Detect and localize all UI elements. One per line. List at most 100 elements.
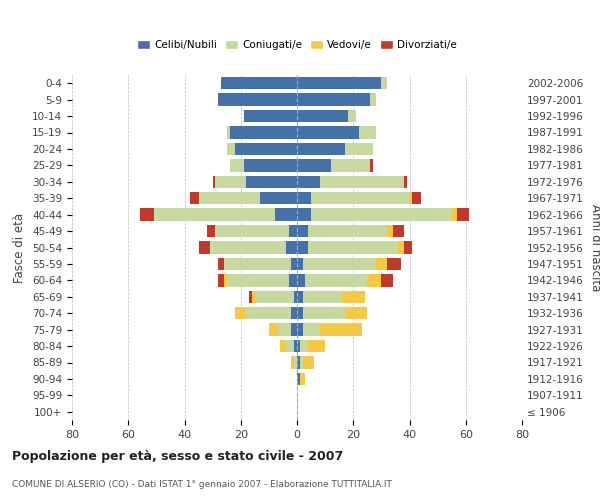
Bar bbox=[297, 258, 302, 270]
Text: COMUNE DI ALSERIO (CO) - Dati ISTAT 1° gennaio 2007 - Elaborazione TUTTITALIA.IT: COMUNE DI ALSERIO (CO) - Dati ISTAT 1° g… bbox=[12, 480, 392, 489]
Bar bbox=[269, 324, 277, 336]
Bar bbox=[302, 324, 320, 336]
Bar bbox=[382, 274, 392, 286]
Bar bbox=[297, 208, 311, 221]
Bar bbox=[227, 274, 289, 286]
Bar bbox=[297, 373, 300, 385]
Bar bbox=[292, 307, 297, 320]
Bar bbox=[210, 242, 286, 254]
Bar bbox=[294, 340, 297, 352]
Legend: Celibi/Nubili, Coniugati/e, Vedovi/e, Divorziati/e: Celibi/Nubili, Coniugati/e, Vedovi/e, Di… bbox=[133, 36, 461, 54]
Bar bbox=[292, 258, 297, 270]
Bar bbox=[297, 274, 305, 286]
Bar bbox=[370, 159, 373, 172]
Bar bbox=[297, 143, 345, 155]
Bar bbox=[199, 242, 210, 254]
Bar bbox=[297, 126, 359, 138]
Bar bbox=[387, 225, 392, 237]
Bar bbox=[382, 77, 387, 90]
Bar bbox=[292, 356, 294, 368]
Bar bbox=[139, 208, 154, 221]
Bar bbox=[320, 176, 404, 188]
Bar bbox=[297, 324, 302, 336]
Bar bbox=[452, 208, 457, 221]
Bar bbox=[376, 258, 387, 270]
Bar bbox=[224, 258, 292, 270]
Bar bbox=[297, 225, 308, 237]
Bar bbox=[412, 192, 421, 204]
Bar bbox=[235, 143, 297, 155]
Bar bbox=[297, 192, 311, 204]
Bar bbox=[190, 192, 199, 204]
Bar bbox=[404, 242, 412, 254]
Bar bbox=[297, 94, 370, 106]
Bar bbox=[404, 176, 407, 188]
Bar bbox=[289, 225, 297, 237]
Y-axis label: Fasce di età: Fasce di età bbox=[13, 212, 26, 282]
Bar bbox=[260, 192, 297, 204]
Bar bbox=[280, 340, 286, 352]
Bar bbox=[244, 110, 297, 122]
Bar bbox=[300, 340, 308, 352]
Bar bbox=[218, 274, 224, 286]
Bar bbox=[387, 258, 401, 270]
Bar bbox=[297, 176, 320, 188]
Bar bbox=[244, 159, 297, 172]
Bar bbox=[297, 77, 382, 90]
Bar bbox=[302, 258, 376, 270]
Bar bbox=[308, 225, 387, 237]
Bar bbox=[311, 192, 409, 204]
Bar bbox=[247, 307, 292, 320]
Bar bbox=[297, 290, 302, 303]
Bar bbox=[229, 159, 244, 172]
Bar bbox=[302, 290, 342, 303]
Bar bbox=[212, 176, 215, 188]
Bar bbox=[154, 208, 275, 221]
Bar bbox=[277, 324, 292, 336]
Bar bbox=[359, 126, 376, 138]
Bar bbox=[252, 290, 255, 303]
Bar bbox=[297, 242, 308, 254]
Bar bbox=[218, 258, 224, 270]
Bar bbox=[289, 274, 297, 286]
Bar bbox=[308, 340, 325, 352]
Bar bbox=[320, 324, 362, 336]
Bar bbox=[207, 225, 215, 237]
Bar bbox=[300, 373, 305, 385]
Bar bbox=[247, 176, 297, 188]
Bar bbox=[218, 94, 297, 106]
Y-axis label: Anni di nascita: Anni di nascita bbox=[589, 204, 600, 291]
Bar bbox=[302, 356, 314, 368]
Bar bbox=[308, 242, 398, 254]
Bar bbox=[331, 159, 370, 172]
Bar bbox=[297, 307, 302, 320]
Bar bbox=[370, 94, 376, 106]
Bar bbox=[235, 307, 247, 320]
Bar bbox=[294, 290, 297, 303]
Text: Popolazione per età, sesso e stato civile - 2007: Popolazione per età, sesso e stato civil… bbox=[12, 450, 343, 463]
Bar bbox=[342, 290, 365, 303]
Bar bbox=[227, 143, 235, 155]
Bar bbox=[345, 143, 373, 155]
Bar bbox=[294, 356, 297, 368]
Bar bbox=[297, 340, 300, 352]
Bar bbox=[297, 110, 347, 122]
Bar bbox=[392, 225, 404, 237]
Bar bbox=[457, 208, 469, 221]
Bar bbox=[297, 356, 300, 368]
Bar bbox=[255, 290, 294, 303]
Bar bbox=[227, 126, 229, 138]
Bar bbox=[345, 307, 367, 320]
Bar bbox=[305, 274, 367, 286]
Bar bbox=[215, 225, 289, 237]
Bar bbox=[409, 192, 412, 204]
Bar bbox=[249, 290, 252, 303]
Bar bbox=[286, 340, 294, 352]
Bar bbox=[300, 356, 302, 368]
Bar bbox=[275, 208, 297, 221]
Bar bbox=[221, 77, 297, 90]
Bar bbox=[215, 176, 247, 188]
Bar bbox=[302, 307, 345, 320]
Bar bbox=[297, 159, 331, 172]
Bar bbox=[292, 324, 297, 336]
